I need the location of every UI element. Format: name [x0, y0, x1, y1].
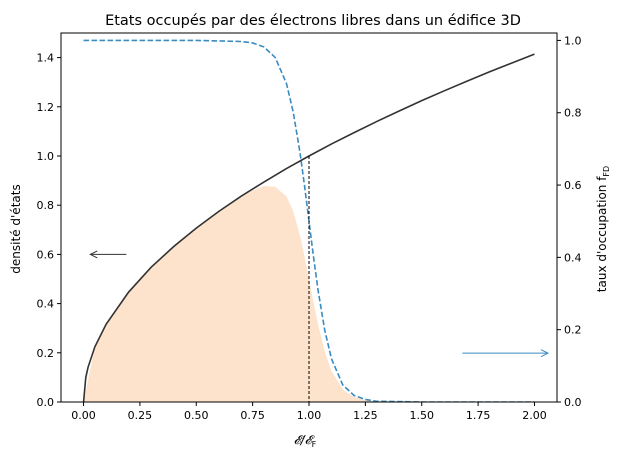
- right-y-tick-label: 1.0: [564, 34, 582, 47]
- left-y-tick-label: 1.2: [37, 101, 55, 114]
- x-tick-label: 0.75: [240, 409, 265, 422]
- x-tick-label: 1.75: [466, 409, 491, 422]
- left-y-tick-label: 0.0: [37, 396, 55, 409]
- x-axis-label-subscript: F: [312, 440, 317, 449]
- left-y-tick-label: 0.2: [37, 347, 55, 360]
- density-of-states-line: [82, 53, 535, 402]
- left-y-tick-label: 1.4: [37, 52, 55, 65]
- x-tick-label: 1.25: [353, 409, 378, 422]
- x-tick-label: 1.00: [297, 409, 322, 422]
- x-tick-label: 2.00: [522, 409, 547, 422]
- right-y-tick-label: 0.6: [564, 179, 582, 192]
- x-axis-label: 𝓔/𝓔F: [294, 433, 317, 449]
- left-y-tick-label: 1.0: [37, 150, 55, 163]
- occupied-states-area: [83, 186, 377, 402]
- left-y-tick-label: 0.8: [37, 199, 55, 212]
- left-y-tick-label: 0.6: [37, 248, 55, 261]
- plot-series: [82, 39, 535, 402]
- x-tick-label: 0.25: [128, 409, 153, 422]
- right-axis-label: taux d'occupation fFD: [595, 166, 611, 292]
- axis-arrow-head-left: [89, 250, 98, 259]
- right-y-tick-label: 0.8: [564, 107, 582, 120]
- left-axis-label: densité d'états: [9, 184, 23, 273]
- right-y-tick-label: 0.2: [564, 324, 582, 337]
- x-tick-label: 0.50: [184, 409, 209, 422]
- axes: 0.00 0.25 0.50 0.75 1.00 1.25 1.50 1.75 2.00 0.0 0…: [37, 32, 582, 422]
- chart-title: Etats occupés par des électrons libres d…: [105, 13, 521, 29]
- axis-arrow-head-right: [540, 349, 550, 358]
- right-y-tick-label: 0.4: [564, 251, 582, 264]
- right-axis-label-subscript: FD: [602, 166, 611, 177]
- plot-area: [82, 39, 550, 402]
- right-y-tick-label: 0.0: [564, 396, 582, 409]
- x-tick-label: 0.00: [71, 409, 96, 422]
- x-tick-label: 1.50: [409, 409, 434, 422]
- left-y-tick-label: 0.4: [37, 298, 55, 311]
